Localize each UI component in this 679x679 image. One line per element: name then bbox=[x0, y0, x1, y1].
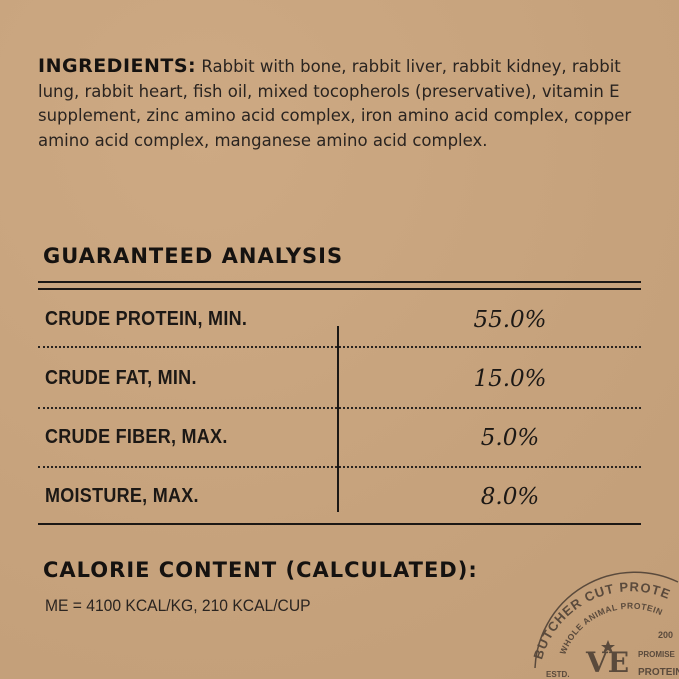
stamp-promise: PROMISE bbox=[638, 650, 676, 659]
dotted-divider bbox=[38, 407, 641, 409]
ingredients-text: Rabbit with bone, rabbit liver, rabbit k… bbox=[38, 57, 632, 150]
calorie-title: CALORIE CONTENT (CALCULATED): bbox=[43, 558, 478, 582]
calorie-text: ME = 4100 KCAL/KG, 210 KCAL/CUP bbox=[45, 596, 311, 615]
row-label: CRUDE FAT, MIN. bbox=[45, 367, 197, 389]
row-label: CRUDE PROTEIN, MIN. bbox=[45, 308, 248, 330]
analysis-title: GUARANTEED ANALYSIS bbox=[43, 244, 344, 268]
row-label: MOISTURE, MAX. bbox=[45, 485, 199, 507]
ingredients-label: INGREDIENTS: bbox=[38, 55, 197, 77]
ingredients-block: INGREDIENTS: Rabbit with bone, rabbit li… bbox=[38, 54, 638, 153]
divider bbox=[38, 281, 641, 283]
dotted-divider bbox=[38, 346, 641, 348]
row-value: 15.0% bbox=[473, 366, 547, 392]
row-value: 8.0% bbox=[480, 484, 540, 510]
stamp-year: 200 bbox=[658, 630, 673, 640]
ve-stamp-logo: BUTCHER CUT PROTEIN WHOLE ANIMAL PROTEIN… bbox=[520, 560, 679, 679]
row-label: CRUDE FIBER, MAX. bbox=[45, 426, 228, 448]
stamp-ring bbox=[534, 571, 679, 669]
stamp-estd: ESTD. bbox=[546, 670, 570, 679]
column-divider bbox=[337, 326, 339, 512]
divider bbox=[38, 523, 641, 525]
row-value: 55.0% bbox=[473, 307, 547, 333]
row-value: 5.0% bbox=[480, 425, 540, 451]
dotted-divider bbox=[38, 466, 641, 468]
stamp-protein: PROTEIN bbox=[638, 667, 679, 678]
stamp-monogram: VE bbox=[585, 646, 629, 679]
divider bbox=[38, 288, 641, 290]
star-icon bbox=[601, 640, 615, 653]
